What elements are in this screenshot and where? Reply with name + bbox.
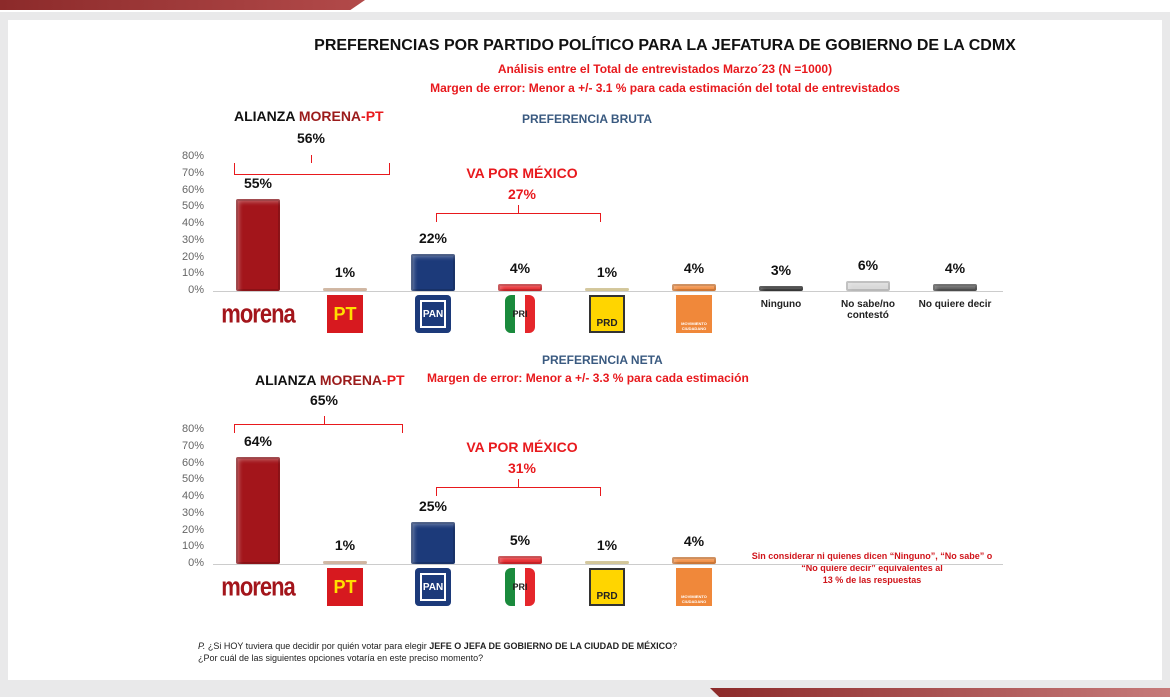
- pt-logo: PT: [327, 568, 363, 606]
- chart2-margin: Margen de error: Menor a +/- 3.3 % para …: [427, 371, 749, 385]
- bar-pri: [498, 284, 542, 291]
- top-strip: [0, 0, 1170, 12]
- y-tick-label: 80%: [181, 423, 204, 435]
- bar-morena: [236, 456, 280, 564]
- bar-ninguno: [759, 285, 803, 291]
- morena-logo: morena: [221, 571, 295, 602]
- bracket-tick: [518, 479, 519, 487]
- pri-logo: PRI: [505, 568, 535, 606]
- y-tick-label: 80%: [181, 150, 204, 162]
- survey-question: P. ¿Si HOY tuviera que decidir por quién…: [198, 641, 678, 663]
- vpm-total-2: 31%: [507, 460, 537, 476]
- data-label: 1%: [596, 537, 618, 553]
- y-tick-label: 40%: [181, 217, 204, 229]
- category-label: No sabe/no contestó: [841, 299, 895, 321]
- bar-pt: [323, 288, 367, 291]
- alliance-bracket-2: [234, 424, 403, 433]
- bar-prd: [585, 288, 629, 291]
- data-label: 4%: [683, 260, 705, 277]
- y-tick-label: 0%: [188, 284, 204, 296]
- data-label: 55%: [243, 174, 273, 191]
- alliance-title-1: ALIANZA MORENA-PT: [234, 108, 384, 124]
- data-label: 4%: [944, 260, 966, 277]
- morena-logo: morena: [221, 298, 295, 329]
- y-tick-label: 10%: [181, 540, 204, 553]
- pan-logo: PAN: [415, 568, 451, 606]
- category-label: Ninguno: [760, 299, 802, 310]
- data-label: 5%: [509, 531, 531, 548]
- page-title: PREFERENCIAS POR PARTIDO POLÍTICO PARA L…: [314, 37, 1016, 54]
- bar-pri: [498, 555, 542, 564]
- bar-mc: [672, 284, 716, 291]
- alliance-title-2: ALIANZA MORENA-PT: [255, 372, 405, 388]
- data-label: 22%: [418, 230, 448, 247]
- bottom-accent: [710, 688, 1170, 697]
- pt-logo: PT: [327, 295, 363, 333]
- y-tick-label: 50%: [181, 200, 204, 213]
- y-tick-label: 70%: [181, 439, 204, 452]
- bar-noquiere: [933, 284, 977, 291]
- y-tick-label: 20%: [181, 250, 204, 263]
- y-tick-label: 60%: [181, 456, 204, 469]
- y-tick-label: 30%: [181, 233, 204, 246]
- x-axis: [213, 564, 1003, 565]
- bracket-tick: [311, 155, 312, 163]
- mc-logo: MOVIMIENTO CIUDADANO: [676, 295, 712, 333]
- y-tick-label: 40%: [181, 490, 204, 502]
- bar-pt: [323, 561, 367, 564]
- bar-prd: [585, 561, 629, 564]
- data-label: 3%: [770, 261, 792, 278]
- bar-nosabe: [846, 280, 890, 291]
- vpm-total-1: 27%: [507, 186, 537, 202]
- bar-mc: [672, 557, 716, 564]
- top-accent: [0, 0, 365, 10]
- bracket-tick: [518, 205, 519, 213]
- data-label: 1%: [334, 537, 356, 553]
- bar-pan: [411, 254, 455, 291]
- prd-logo: PRD: [589, 568, 625, 606]
- y-tick-label: 60%: [181, 183, 204, 196]
- bar-morena: [236, 198, 280, 291]
- pan-logo: PAN: [415, 295, 451, 333]
- alliance-total-1: 56%: [296, 130, 326, 146]
- vpm-bracket-1: [436, 213, 601, 222]
- subtitle-margin: Margen de error: Menor a +/- 3.1 % para …: [430, 81, 900, 95]
- pri-logo: PRI: [505, 295, 535, 333]
- exclusion-note: Sin considerar ni quienes dicen “Ninguno…: [751, 551, 993, 585]
- alliance-total-2: 65%: [309, 392, 339, 408]
- vpm-title-2: VA POR MÉXICO: [466, 439, 578, 455]
- data-label: 4%: [509, 260, 531, 277]
- data-label: 64%: [243, 432, 273, 449]
- mc-logo: MOVIMIENTO CIUDADANO: [676, 568, 712, 606]
- y-tick-label: 20%: [181, 523, 204, 536]
- subtitle-sample: Análisis entre el Total de entrevistados…: [497, 62, 833, 76]
- prd-logo: PRD: [589, 295, 625, 333]
- y-tick-label: 30%: [181, 506, 204, 519]
- slide: [8, 20, 1162, 680]
- alliance-bracket-1: [234, 163, 390, 175]
- data-label: 4%: [683, 533, 705, 550]
- data-label: 1%: [596, 264, 618, 280]
- x-axis: [213, 291, 1003, 292]
- vpm-title-1: VA POR MÉXICO: [466, 165, 578, 181]
- y-tick-label: 50%: [181, 473, 204, 486]
- y-tick-label: 70%: [181, 166, 204, 179]
- y-tick-label: 0%: [188, 557, 204, 569]
- vpm-bracket-2: [436, 487, 601, 496]
- bracket-tick: [324, 416, 325, 424]
- bar-pan: [411, 522, 455, 564]
- category-label: No quiere decir: [918, 299, 992, 310]
- chart1-title: PREFERENCIA BRUTA: [522, 112, 653, 126]
- data-label: 6%: [857, 256, 879, 273]
- chart2-title: PREFERENCIA NETA: [542, 353, 663, 367]
- y-tick-label: 10%: [181, 267, 204, 280]
- data-label: 25%: [418, 498, 448, 515]
- data-label: 1%: [334, 264, 356, 280]
